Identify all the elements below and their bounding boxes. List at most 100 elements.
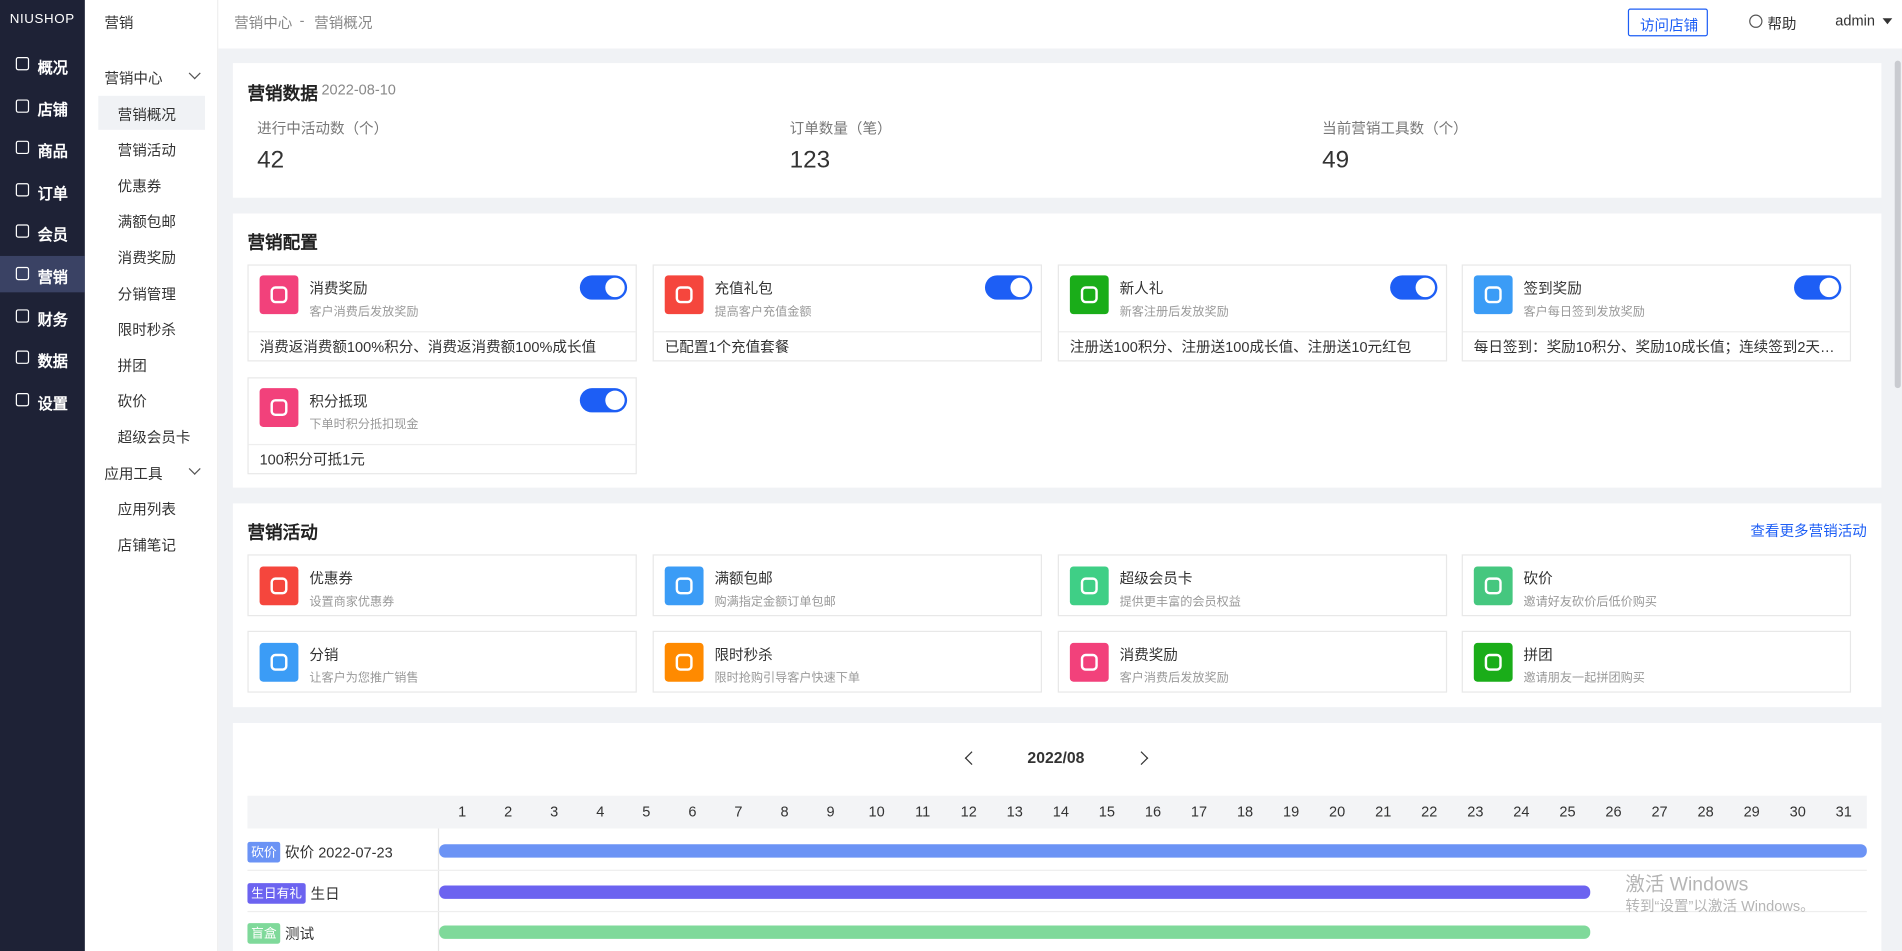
activity-card[interactable]: 拼团 邀请朋友一起拼团购买 [1461,630,1852,693]
nav-icon [15,98,30,113]
day-number: 12 [960,803,977,820]
stat-value: 49 [1322,146,1350,174]
submenu-group[interactable]: 应用工具 [85,462,218,487]
submenu-item[interactable]: 满额包邮 [98,203,205,237]
day-number: 5 [642,803,651,820]
row-line [247,910,1867,912]
submenu-label: 营销活动 [117,142,176,160]
submenu-item[interactable]: 营销活动 [98,131,205,165]
main-sidebar: NIUSHOP 概况店铺商品订单会员营销财务数据设置 [0,0,85,951]
activity-card[interactable]: 限时秒杀 限时抢购引导客户快速下单 [652,630,1042,693]
stats-panel: 营销数据 2022-08-10 进行中活动数（个） 42 订单数量（笔） 123 当前营销工… [232,63,1882,198]
submenu-item[interactable]: 超级会员卡 [98,418,205,452]
stat-label: 进行中活动数（个） [257,120,389,138]
day-number: 3 [550,803,559,820]
submenu-item[interactable]: 应用列表 [98,490,205,524]
card-desc: 限时抢购引导客户快速下单 [714,672,861,686]
calendar-panel: 2022/08 1 2 3 4 5 6 7 8 9 10 11 12 13 14 15 16 17 18 19 20 21… [232,722,1882,951]
row-bar [439,925,1591,939]
config-card[interactable]: 充值礼包 提高客户充值金额 已配置1个充值套餐 [652,264,1042,362]
visit-button[interactable]: 访问店铺 [1627,8,1708,37]
submenu-item[interactable]: 限时秒杀 [98,311,205,345]
submenu-item[interactable]: 分销管理 [98,275,205,309]
day-number: 1 [458,803,467,820]
nav-icon [15,57,30,71]
activity-card[interactable]: 优惠券 设置商家优惠券 [247,554,637,617]
nav-item[interactable]: 财务 [0,298,85,334]
card-desc: 设置商家优惠券 [309,595,395,609]
submenu-item[interactable]: 砍价 [98,383,205,417]
card-name: 充值礼包 [714,280,773,298]
activity-card[interactable]: 消费奖励 客户消费后发放奖励 [1057,630,1448,693]
submenu-group[interactable]: 营销中心 [85,67,218,92]
row-bar [439,844,1867,858]
activity-card[interactable]: 分销 让客户为您推广销售 [247,630,637,693]
submenu-item[interactable]: 优惠券 [98,167,205,201]
nav-label: 设置 [37,395,68,413]
toggle[interactable] [1794,275,1842,300]
card-desc: 客户每日签到发放奖励 [1523,305,1645,320]
activity-card[interactable]: 满额包邮 购满指定金额订单包邮 [652,554,1042,617]
calendar-month: 2022/08 [1027,748,1085,767]
submenu-label: 满额包邮 [117,213,176,231]
day-header [247,795,1867,829]
prev[interactable] [964,751,979,765]
nav-item[interactable]: 营销 [0,255,85,293]
chevron [188,462,201,475]
divider [1058,331,1446,333]
logo: NIUSHOP [9,12,75,27]
card-icon [259,642,299,682]
config-card[interactable]: 积分抵现 下单时积分抵扣现金 100积分可抵1元 [247,377,637,475]
nav-label: 财务 [37,311,68,329]
nav-item[interactable]: 设置 [0,382,85,418]
nav-item[interactable]: 店铺 [0,88,85,124]
activity-card[interactable]: 超级会员卡 提供更丰富的会员权益 [1057,554,1448,617]
day-number: 7 [734,803,743,820]
group-label: 营销中心 [104,70,163,88]
submenu-item[interactable]: 营销概况 [98,95,205,130]
nav-item[interactable]: 概况 [0,46,85,82]
config-card[interactable]: 新人礼 新客注册后发放奖励 注册送100积分、注册送100成长值、注册送10元红包 [1057,264,1448,362]
panel-title: 营销数据 [247,84,318,105]
card-name: 超级会员卡 [1119,570,1193,588]
nav-item[interactable]: 商品 [0,130,85,166]
visit-label: 访问店铺 [1639,16,1699,34]
toggle[interactable] [1390,275,1438,300]
day-number: 31 [1835,803,1852,820]
card-icon [664,275,704,315]
stats-date: 2022-08-10 [321,81,396,99]
card-name: 积分抵现 [309,393,368,410]
card-desc: 客户消费后发放奖励 [309,305,419,320]
activity-card[interactable]: 砍价 邀请好友砍价后低价购买 [1461,554,1852,617]
next[interactable] [1134,751,1149,765]
card-detail: 已配置1个充值套餐 [664,338,790,356]
nav-item[interactable]: 数据 [0,340,85,376]
card-desc: 下单时积分抵扣现金 [309,418,419,432]
stat-label: 当前营销工具数（个） [1322,120,1468,138]
divider [1462,331,1850,333]
toggle[interactable] [984,275,1033,300]
submenu-item[interactable]: 消费奖励 [98,239,205,273]
user[interactable]: admin [1835,12,1875,30]
toggle[interactable] [579,275,628,300]
submenu-item[interactable]: 拼团 [98,347,205,381]
card-name: 满额包邮 [714,570,773,588]
card-icon [1473,642,1513,682]
nav-item[interactable]: 订单 [0,172,85,208]
card-detail: 每日签到：奖励10积分、奖励10成长值；连续签到2天：… [1473,338,1838,356]
row-line [247,869,1867,871]
more-link[interactable]: 查看更多营销活动 [1750,522,1867,540]
config-card[interactable]: 签到奖励 客户每日签到发放奖励 每日签到：奖励10积分、奖励10成长值；连续签到2天… [1461,264,1852,362]
submenu-item[interactable]: 店铺笔记 [98,526,205,560]
nav-icon [15,224,30,239]
row-bar [439,884,1591,899]
day-number: 18 [1236,803,1254,820]
help[interactable]: 帮助 [1767,15,1797,33]
row-tag: 生日有礼 [247,882,306,904]
nav-item[interactable]: 会员 [0,214,85,250]
day-number: 28 [1697,803,1714,820]
card-name: 拼团 [1523,646,1553,664]
config-card[interactable]: 消费奖励 客户消费后发放奖励 消费返消费额100%积分、消费返消费额100%成长值 [247,264,637,362]
toggle[interactable] [579,388,628,413]
